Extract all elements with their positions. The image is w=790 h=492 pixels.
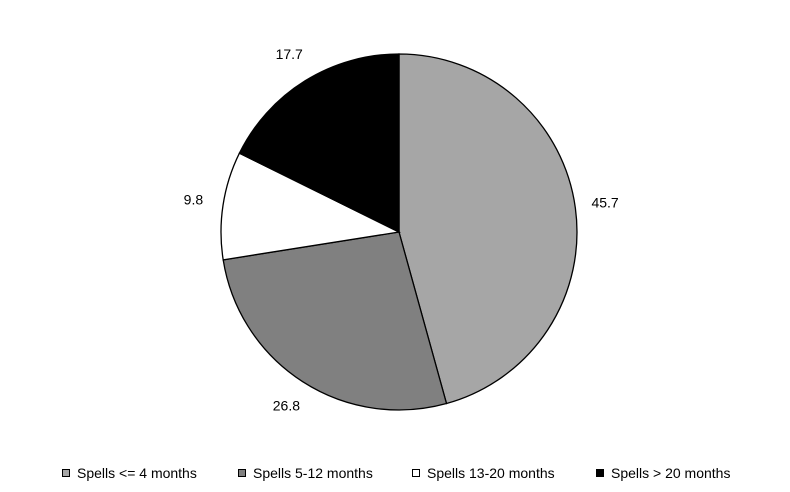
pie-value-label-spells-le-4: 45.7 <box>591 195 618 211</box>
legend-label-spells-13-20: Spells 13-20 months <box>427 465 555 481</box>
legend-swatch-spells-13-20 <box>412 469 420 477</box>
legend-label-spells-le-4: Spells <= 4 months <box>77 465 197 481</box>
pie-value-label-spells-gt-20: 17.7 <box>276 46 303 62</box>
pie-value-labels: 45.7 26.8 9.8 17.7 <box>184 46 619 414</box>
legend-label-spells-gt-20: Spells > 20 months <box>611 465 731 481</box>
legend-item-spells-gt-20: Spells > 20 months <box>596 463 730 483</box>
legend-item-spells-13-20: Spells 13-20 months <box>412 463 555 483</box>
pie-slices <box>220 53 578 411</box>
legend-label-spells-5-12: Spells 5-12 months <box>253 465 373 481</box>
legend-item-spells-5-12: Spells 5-12 months <box>238 463 373 483</box>
legend-item-spells-le-4: Spells <= 4 months <box>62 463 197 483</box>
pie-slice-spells-gt-20 <box>238 53 400 234</box>
pie-plot-area: 45.7 26.8 9.8 17.7 <box>184 46 619 414</box>
pie-slice-spells-5-12 <box>222 231 448 411</box>
legend-swatch-spells-gt-20 <box>596 469 604 477</box>
pie-value-label-spells-13-20: 9.8 <box>184 192 204 208</box>
legend: Spells <= 4 months Spells 5-12 months Sp… <box>0 463 790 485</box>
pie-slice-spells-13-20 <box>220 152 402 261</box>
legend-swatch-spells-le-4 <box>62 469 70 477</box>
pie-value-label-spells-5-12: 26.8 <box>273 398 300 414</box>
pie-slice-spells-le-4 <box>398 53 578 405</box>
legend-swatch-spells-5-12 <box>238 469 246 477</box>
